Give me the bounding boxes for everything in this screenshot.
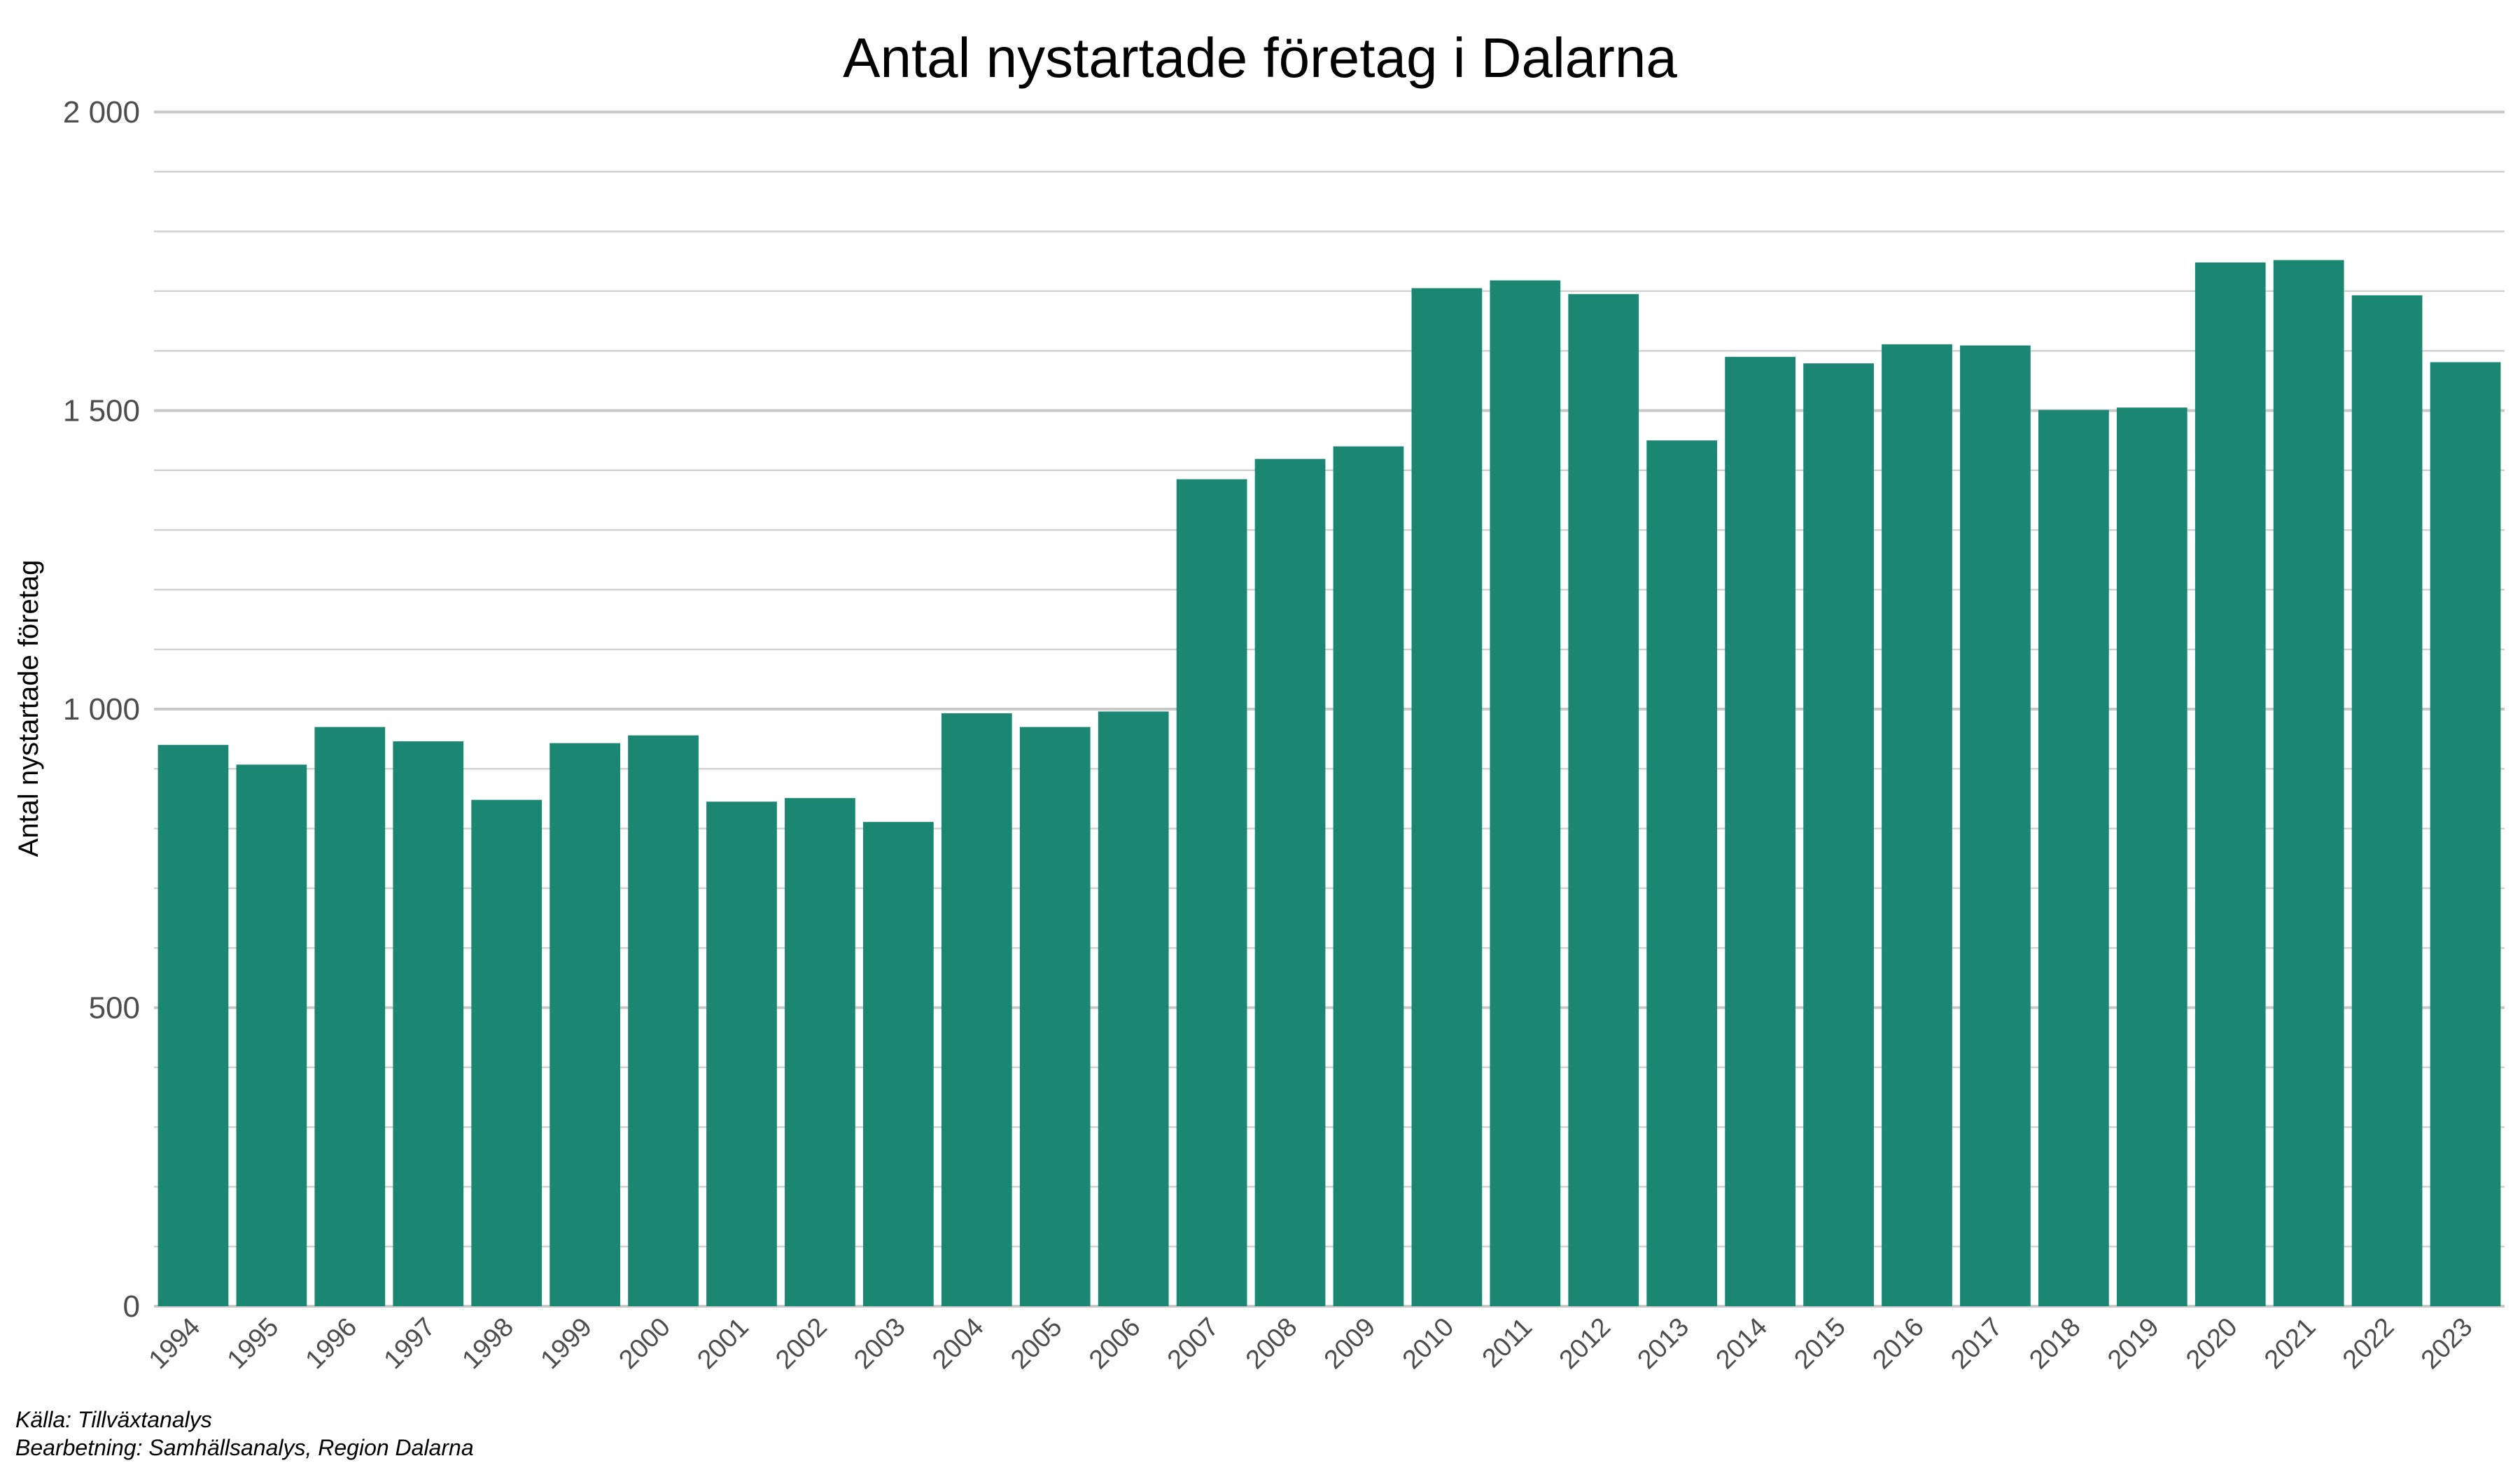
bar-2013 [1646,440,1718,1306]
bar-2010 [1411,288,1483,1306]
bar-2021 [2273,260,2344,1307]
y-tick-label: 0 [123,1289,140,1324]
bar-2016 [1882,344,1952,1306]
y-tick-label: 2 000 [63,95,140,130]
bar-2019 [2116,407,2188,1306]
bar-2008 [1254,458,1326,1306]
x-tick-label: 2012 [1554,1312,1616,1375]
x-tick-label: 1998 [457,1312,519,1375]
bar-1995 [236,764,307,1306]
bar-1999 [550,743,621,1306]
bar-2022 [2351,295,2423,1307]
x-tick-label: 2023 [2416,1312,2478,1375]
x-tick-label: 1999 [536,1312,598,1375]
x-tick-label: 2022 [2337,1312,2400,1375]
bar-1996 [314,727,386,1306]
x-tick-label: 2001 [692,1312,754,1375]
bar-1997 [393,741,464,1306]
bar-2007 [1176,479,1247,1306]
bar-2023 [2430,362,2501,1306]
x-tick-label: 2005 [1005,1312,1068,1375]
grid-lines [154,111,2505,1308]
bar-2011 [1490,280,1561,1306]
x-tick-label: 2011 [1477,1312,1538,1373]
bar-2017 [1960,345,2031,1307]
bar-1994 [158,745,229,1306]
y-tick-label: 1 000 [63,692,140,727]
bar-2020 [2194,262,2266,1306]
bar-2014 [1725,356,1796,1307]
bar-2000 [628,735,699,1306]
bar-2001 [706,802,777,1306]
bar-2005 [1019,727,1091,1306]
x-tick-label: 2021 [2259,1312,2321,1375]
x-tick-label: 2004 [927,1312,989,1375]
bar-2002 [785,798,855,1306]
x-tick-label: 2018 [2024,1312,2086,1375]
bar-2004 [941,713,1012,1306]
x-tick-label: 2017 [1945,1312,2008,1375]
bar-2018 [2038,410,2109,1306]
x-tick-label: 2019 [2102,1312,2164,1375]
x-tick-label: 2009 [1319,1312,1381,1375]
bar-2015 [1803,363,1874,1306]
x-tick-label: 1997 [379,1312,441,1375]
x-tick-label: 2000 [613,1312,676,1375]
x-tick-label: 2014 [1711,1312,1773,1375]
y-axis-label: Antal nystartade företag [13,560,44,858]
x-tick-label: 1996 [300,1312,363,1375]
x-tick-label: 2010 [1397,1312,1460,1375]
bar-2012 [1568,294,1639,1306]
x-tick-label: 1994 [144,1312,206,1375]
caption-source: Källa: Tillväxtanalys [15,1407,212,1432]
x-tick-label: 2002 [770,1312,832,1375]
x-tick-labels: 1994 1995 1996 1997 1998 1999 2000 2001 2002 2003… [144,1312,2479,1375]
x-tick-label: 2008 [1240,1312,1303,1375]
y-tick-label: 500 [89,991,140,1026]
x-tick-label: 2006 [1084,1312,1146,1375]
x-tick-label: 2016 [1867,1312,1929,1375]
x-tick-label: 2003 [848,1312,911,1375]
x-tick-label: 2013 [1632,1312,1695,1375]
x-tick-label: 2020 [2180,1312,2243,1375]
caption-processing: Bearbetning: Samhällsanalys, Region Dala… [15,1435,474,1460]
chart-title: Antal nystartade företag i Dalarna [843,27,1677,89]
x-tick-label: 2007 [1162,1312,1224,1375]
y-tick-label: 1 500 [63,394,140,428]
y-tick-labels: 0 500 1 000 1 500 2 000 [63,95,140,1324]
bar-2003 [862,822,934,1306]
x-tick-label: 1995 [222,1312,284,1375]
bar-1998 [471,799,542,1306]
bar-2006 [1098,711,1169,1306]
x-tick-label: 2015 [1788,1312,1851,1375]
bar-2009 [1333,446,1404,1307]
bars [158,260,2501,1307]
